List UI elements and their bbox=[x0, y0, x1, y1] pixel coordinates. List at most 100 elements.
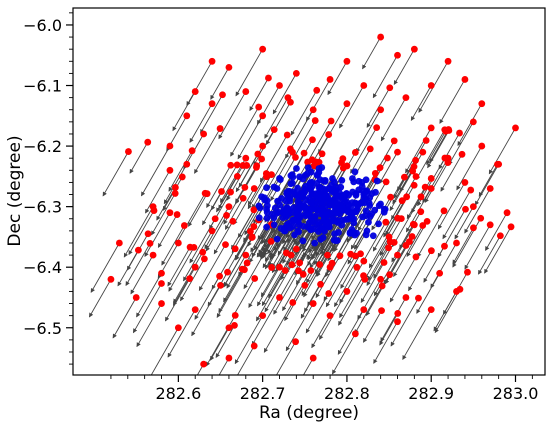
motion-arrow bbox=[234, 315, 264, 365]
outer-star-point bbox=[469, 203, 477, 211]
outer-star-point bbox=[353, 263, 361, 271]
outer-star-point bbox=[203, 190, 211, 198]
outer-star-point bbox=[219, 91, 226, 99]
outer-star-point bbox=[183, 112, 191, 120]
outer-star-point bbox=[325, 290, 333, 297]
outer-star-point bbox=[247, 227, 254, 235]
outer-star-point bbox=[229, 217, 237, 225]
y-axis-ticks: −6.5 −6.4 −6.3 −6.2 −6.1 −6.0 bbox=[23, 12, 73, 365]
motion-arrow bbox=[485, 212, 508, 251]
motion-arrow bbox=[389, 256, 417, 303]
outer-star-point bbox=[441, 126, 449, 134]
outer-star-point bbox=[174, 239, 182, 247]
outer-star-point bbox=[403, 193, 411, 201]
outer-star-point bbox=[441, 242, 448, 250]
outer-star-point bbox=[233, 172, 241, 180]
x-tick-label: 282.7 bbox=[240, 384, 286, 403]
outer-star-point bbox=[409, 167, 417, 175]
outer-star-point bbox=[512, 124, 519, 132]
motion-arrow bbox=[439, 79, 466, 124]
motion-arrow bbox=[258, 213, 285, 258]
motion-arrow bbox=[186, 61, 213, 106]
motion-arrow bbox=[198, 244, 226, 291]
motion-arrow bbox=[379, 313, 399, 346]
outer-star-point bbox=[149, 251, 157, 259]
outer-star-point bbox=[180, 222, 188, 229]
motion-arrow bbox=[206, 165, 232, 209]
outer-star-point bbox=[115, 239, 123, 247]
motion-arrow bbox=[429, 129, 449, 163]
outer-star-point bbox=[427, 306, 435, 313]
outer-star-point bbox=[436, 269, 444, 277]
core-star-point bbox=[349, 188, 356, 196]
motion-arrow bbox=[167, 309, 196, 358]
core-star-point bbox=[282, 211, 290, 219]
motion-arrow bbox=[183, 230, 213, 282]
core-star-point bbox=[277, 224, 285, 232]
outer-star-point bbox=[239, 194, 247, 202]
outer-star-point bbox=[158, 280, 165, 287]
outer-star-point bbox=[453, 239, 460, 247]
motion-arrow bbox=[257, 266, 280, 307]
outer-star-point bbox=[191, 88, 199, 95]
outer-star-point bbox=[347, 250, 355, 258]
motion-arrow bbox=[200, 94, 223, 134]
motion-arrow bbox=[168, 150, 193, 192]
motion-arrow bbox=[302, 357, 314, 375]
motion-arrow bbox=[123, 206, 154, 258]
core-star-point bbox=[315, 168, 323, 176]
core-star-point bbox=[263, 214, 271, 222]
motion-arrow bbox=[478, 235, 501, 275]
core-star-point bbox=[362, 189, 370, 196]
cluster-core-stars bbox=[255, 164, 389, 247]
motion-arrow bbox=[224, 198, 244, 230]
outer-star-point bbox=[336, 252, 344, 260]
motion-arrow bbox=[167, 246, 191, 287]
outer-star-point bbox=[309, 300, 317, 307]
motion-arrow bbox=[334, 267, 358, 308]
motion-arrow bbox=[210, 67, 230, 100]
motion-arrow bbox=[237, 345, 255, 375]
outer-star-point bbox=[417, 193, 425, 201]
core-star-point bbox=[300, 223, 308, 230]
motion-arrow bbox=[157, 214, 178, 248]
motion-arrow bbox=[383, 245, 407, 285]
core-star-point bbox=[315, 218, 323, 226]
outer-star-point bbox=[386, 238, 394, 246]
core-star-point bbox=[380, 205, 388, 213]
outer-star-point bbox=[231, 245, 239, 253]
outer-star-point bbox=[376, 164, 384, 172]
outer-star-point bbox=[200, 130, 208, 138]
outer-star-point bbox=[258, 155, 266, 163]
outer-star-point bbox=[241, 266, 248, 274]
motion-arrow bbox=[213, 221, 234, 255]
outer-star-point bbox=[225, 63, 233, 71]
motion-arrow bbox=[231, 205, 260, 254]
core-star-point bbox=[305, 194, 313, 202]
outer-star-point bbox=[360, 272, 367, 280]
outer-star-point bbox=[250, 185, 258, 192]
core-star-point bbox=[338, 176, 346, 184]
motion-arrow bbox=[249, 77, 269, 112]
core-star-point bbox=[331, 196, 339, 203]
motion-arrow bbox=[216, 165, 244, 213]
outer-star-point bbox=[394, 310, 402, 317]
core-star-point bbox=[301, 203, 309, 211]
outer-star-point bbox=[158, 269, 165, 277]
outer-star-point bbox=[467, 186, 475, 194]
outer-star-point bbox=[343, 288, 351, 295]
core-star-point bbox=[308, 218, 316, 225]
motion-arrow bbox=[233, 188, 255, 225]
outer-star-point bbox=[178, 173, 186, 181]
motion-arrow bbox=[273, 270, 299, 315]
outer-star-point bbox=[171, 184, 179, 191]
motion-arrow bbox=[434, 289, 461, 334]
outer-star-point bbox=[324, 251, 331, 259]
outer-star-point bbox=[144, 138, 152, 146]
outer-star-point bbox=[412, 253, 420, 261]
motion-arrow bbox=[366, 247, 389, 286]
core-star-point bbox=[274, 208, 282, 216]
core-star-point bbox=[316, 194, 324, 202]
motion-arrow bbox=[332, 333, 356, 375]
y-tick-label: −6.4 bbox=[23, 258, 62, 277]
